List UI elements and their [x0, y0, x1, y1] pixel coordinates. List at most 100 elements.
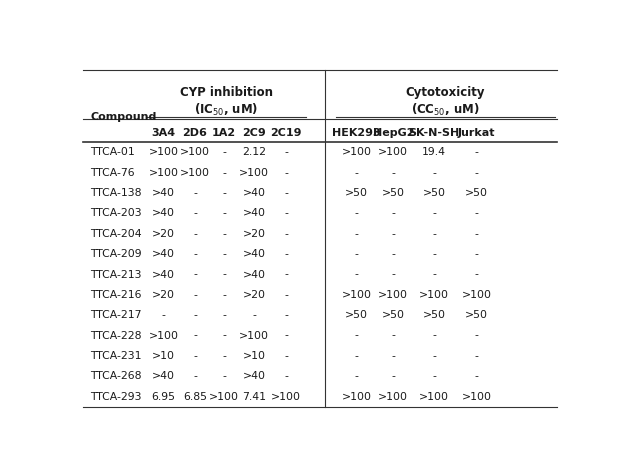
Text: -: -	[285, 331, 288, 341]
Text: >40: >40	[243, 270, 266, 279]
Text: -: -	[355, 351, 359, 361]
Text: -: -	[222, 331, 226, 341]
Text: -: -	[193, 371, 197, 381]
Text: >40: >40	[243, 188, 266, 198]
Text: -: -	[193, 249, 197, 259]
Text: HepG2: HepG2	[372, 129, 414, 138]
Text: >100: >100	[180, 168, 210, 178]
Text: >100: >100	[342, 148, 372, 158]
Text: SK-N-SH: SK-N-SH	[408, 129, 460, 138]
Text: 19.4: 19.4	[422, 148, 446, 158]
Text: (CC$_{50}$, uM): (CC$_{50}$, uM)	[411, 102, 480, 118]
Text: TTCA-138: TTCA-138	[90, 188, 142, 198]
Text: -: -	[432, 351, 436, 361]
Text: -: -	[432, 168, 436, 178]
Text: -: -	[222, 310, 226, 320]
Text: >100: >100	[378, 148, 408, 158]
Text: -: -	[355, 229, 359, 239]
Text: 2C9: 2C9	[243, 129, 266, 138]
Text: -: -	[222, 371, 226, 381]
Text: >100: >100	[149, 148, 179, 158]
Text: -: -	[391, 371, 395, 381]
Text: -: -	[193, 188, 197, 198]
Text: >40: >40	[243, 249, 266, 259]
Text: -: -	[432, 270, 436, 279]
Text: -: -	[285, 148, 288, 158]
Text: >100: >100	[180, 148, 210, 158]
Text: -: -	[475, 148, 479, 158]
Text: TTCA-228: TTCA-228	[90, 331, 142, 341]
Text: -: -	[475, 249, 479, 259]
Text: 1A2: 1A2	[212, 129, 236, 138]
Text: -: -	[391, 168, 395, 178]
Text: -: -	[222, 249, 226, 259]
Text: (IC$_{50}$, uM): (IC$_{50}$, uM)	[194, 102, 258, 118]
Text: -: -	[355, 208, 359, 219]
Text: -: -	[355, 168, 359, 178]
Text: -: -	[285, 168, 288, 178]
Text: TTCA-216: TTCA-216	[90, 290, 142, 300]
Text: -: -	[355, 270, 359, 279]
Text: -: -	[355, 371, 359, 381]
Text: >20: >20	[152, 290, 175, 300]
Text: >40: >40	[152, 270, 175, 279]
Text: -: -	[475, 208, 479, 219]
Text: -: -	[252, 310, 256, 320]
Text: HEK293: HEK293	[332, 129, 381, 138]
Text: TTCA-293: TTCA-293	[90, 391, 142, 402]
Text: Compound: Compound	[90, 112, 157, 123]
Text: -: -	[432, 229, 436, 239]
Text: TTCA-213: TTCA-213	[90, 270, 142, 279]
Text: -: -	[475, 331, 479, 341]
Text: >100: >100	[209, 391, 239, 402]
Text: Cytotoxicity: Cytotoxicity	[406, 86, 485, 99]
Text: -: -	[285, 270, 288, 279]
Text: -: -	[391, 331, 395, 341]
Text: -: -	[391, 351, 395, 361]
Text: -: -	[432, 331, 436, 341]
Text: >50: >50	[465, 188, 488, 198]
Text: >100: >100	[419, 391, 449, 402]
Text: -: -	[285, 310, 288, 320]
Text: >100: >100	[149, 168, 179, 178]
Text: -: -	[193, 208, 197, 219]
Text: -: -	[285, 371, 288, 381]
Text: >100: >100	[240, 168, 269, 178]
Text: TTCA-209: TTCA-209	[90, 249, 142, 259]
Text: >100: >100	[378, 290, 408, 300]
Text: -: -	[432, 249, 436, 259]
Text: 6.95: 6.95	[151, 391, 176, 402]
Text: -: -	[391, 229, 395, 239]
Text: -: -	[285, 208, 288, 219]
Text: 6.85: 6.85	[183, 391, 207, 402]
Text: -: -	[193, 270, 197, 279]
Text: 3A4: 3A4	[151, 129, 176, 138]
Text: -: -	[222, 229, 226, 239]
Text: -: -	[285, 229, 288, 239]
Text: -: -	[222, 270, 226, 279]
Text: -: -	[193, 229, 197, 239]
Text: >40: >40	[152, 208, 175, 219]
Text: >100: >100	[462, 290, 492, 300]
Text: >10: >10	[243, 351, 266, 361]
Text: >100: >100	[378, 391, 408, 402]
Text: >10: >10	[152, 351, 175, 361]
Text: TTCA-231: TTCA-231	[90, 351, 142, 361]
Text: TTCA-01: TTCA-01	[90, 148, 135, 158]
Text: >40: >40	[243, 371, 266, 381]
Text: TTCA-203: TTCA-203	[90, 208, 142, 219]
Text: Jurkat: Jurkat	[458, 129, 495, 138]
Text: -: -	[285, 188, 288, 198]
Text: 2.12: 2.12	[242, 148, 266, 158]
Text: -: -	[475, 229, 479, 239]
Text: -: -	[355, 331, 359, 341]
Text: -: -	[222, 168, 226, 178]
Text: -: -	[432, 208, 436, 219]
Text: >50: >50	[345, 310, 368, 320]
Text: TTCA-268: TTCA-268	[90, 371, 142, 381]
Text: -: -	[475, 371, 479, 381]
Text: -: -	[222, 148, 226, 158]
Text: >100: >100	[462, 391, 492, 402]
Text: -: -	[193, 290, 197, 300]
Text: >20: >20	[152, 229, 175, 239]
